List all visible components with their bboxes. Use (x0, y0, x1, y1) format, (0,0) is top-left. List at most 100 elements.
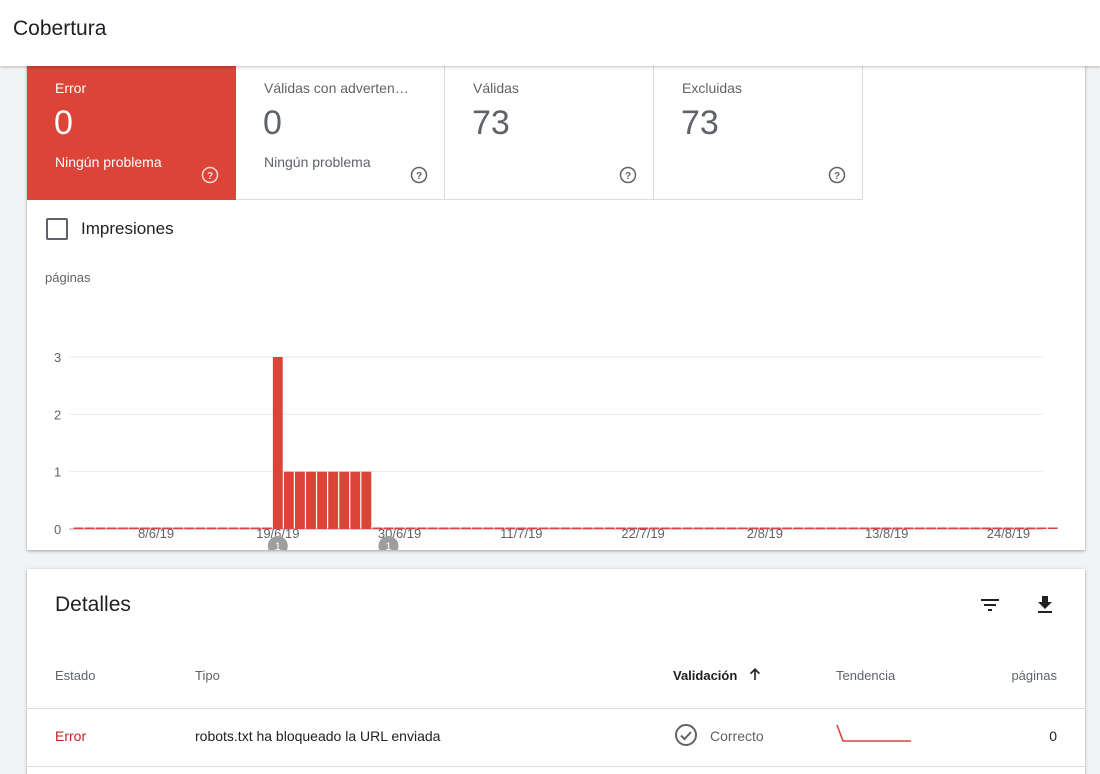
row-tipo: robots.txt ha bloqueado la URL enviada (195, 728, 441, 744)
app-header: Cobertura (0, 0, 1100, 66)
row-divider (27, 766, 1085, 767)
annotation-marker: 1 (378, 536, 399, 550)
chart-bar (350, 471, 361, 529)
chart-bar (261, 527, 272, 529)
impressions-label: Impresiones (81, 219, 174, 238)
chart-bar (693, 527, 704, 529)
column-paginas[interactable]: páginas (1011, 668, 1057, 683)
chart-bar (837, 527, 848, 529)
chart-bar (737, 527, 748, 529)
chart-bar (84, 527, 95, 529)
chart-bar (881, 527, 892, 529)
chart-bar (616, 527, 626, 529)
chart-bar (372, 527, 383, 529)
tile-excluded[interactable]: Excluidas 73 ? (654, 60, 863, 200)
annotation-marker: 1 (267, 536, 288, 550)
tile-label: Excluidas (682, 80, 742, 96)
tile-value: 73 (472, 104, 510, 142)
x-tick-label: 22/7/19 (621, 526, 664, 541)
svg-text:?: ? (834, 171, 840, 182)
help-icon[interactable]: ? (201, 166, 219, 184)
help-icon[interactable]: ? (828, 166, 846, 184)
filter-button[interactable] (976, 591, 1004, 619)
x-tick-label: 8/6/19 (138, 526, 174, 541)
tile-label: Válidas (473, 80, 519, 96)
tile-valid[interactable]: Válidas 73 ? (445, 60, 654, 200)
tile-value: 0 (54, 104, 73, 142)
annotation-circle (267, 536, 288, 550)
chart-bar (671, 527, 682, 529)
chart-bar (870, 527, 881, 529)
chart-bar (483, 527, 494, 529)
tile-error[interactable]: Error 0 Ningún problema ? (27, 60, 236, 200)
chart-bar (582, 527, 593, 529)
chart-bar (228, 527, 239, 529)
tile-sub: Ningún problema (264, 154, 371, 170)
chart-bar (295, 471, 305, 529)
chart-bar (494, 527, 505, 529)
tile-sub: Ningún problema (55, 154, 162, 170)
download-button[interactable] (1031, 591, 1059, 619)
chart-bar (151, 527, 161, 529)
impressions-checkbox[interactable] (46, 218, 68, 240)
x-tick-label: 11/7/19 (500, 526, 542, 541)
svg-text:?: ? (625, 171, 631, 182)
svg-text:?: ? (207, 171, 213, 182)
chart-bar (140, 527, 150, 529)
chart-bar (627, 527, 637, 529)
column-tipo[interactable]: Tipo (195, 668, 220, 683)
chart-bar (826, 527, 837, 529)
chart-bar (892, 527, 903, 529)
chart-bar (317, 471, 328, 529)
chart-bar (759, 527, 770, 529)
chart-bar (1003, 527, 1014, 529)
chart-bar (793, 527, 804, 529)
sort-arrow-up-icon[interactable] (747, 666, 763, 682)
chart-bar (604, 527, 615, 529)
x-tick-label: 19/6/19 (256, 526, 299, 541)
column-tendencia[interactable]: Tendencia (836, 668, 896, 683)
chart-bar (449, 527, 460, 529)
chart-bar (516, 527, 527, 529)
chart-bar (117, 527, 128, 529)
chart-bar (726, 527, 737, 529)
column-estado[interactable]: Estado (55, 668, 96, 683)
chart-bar (549, 527, 560, 529)
chart-bar (306, 471, 316, 529)
row-validacion: Correcto (710, 728, 764, 744)
chart-bar (782, 527, 792, 529)
chart-bar (715, 527, 726, 529)
tile-warnings[interactable]: Válidas con adverten… 0 Ningún problema … (236, 60, 445, 200)
chart-bar (682, 527, 693, 529)
chart-bar (815, 527, 826, 529)
row-estado: Error (55, 728, 87, 744)
chart-bar (361, 471, 372, 529)
chart-bar (128, 527, 139, 529)
chart-bar (184, 527, 195, 529)
chart-bar (438, 527, 449, 529)
impressions-toggle[interactable]: Impresiones (46, 218, 174, 240)
chart-bar (660, 527, 671, 529)
chart-bar (527, 527, 538, 529)
details-card: Detalles Estado Tipo Validación Tendenci… (27, 569, 1085, 774)
chart-bar (73, 527, 84, 529)
chart-bar (328, 471, 339, 529)
details-title: Detalles (55, 593, 131, 616)
chart-bar (925, 527, 936, 529)
help-icon[interactable]: ? (619, 166, 637, 184)
chart-bar (804, 527, 815, 529)
help-icon[interactable]: ? (410, 166, 428, 184)
y-tick-label: 1 (54, 465, 61, 480)
chart-bar (638, 527, 649, 529)
column-validacion[interactable]: Validación (673, 668, 738, 683)
page-title: Cobertura (13, 17, 107, 40)
chart-bar (1047, 527, 1058, 529)
chart-bar (538, 527, 549, 529)
chart-bar (239, 527, 250, 529)
chart-bar (461, 527, 471, 529)
chart-bar (848, 527, 859, 529)
chart-bar (1025, 527, 1036, 529)
check-circle-icon (675, 724, 697, 746)
x-tick-label: 24/8/19 (987, 526, 1030, 541)
